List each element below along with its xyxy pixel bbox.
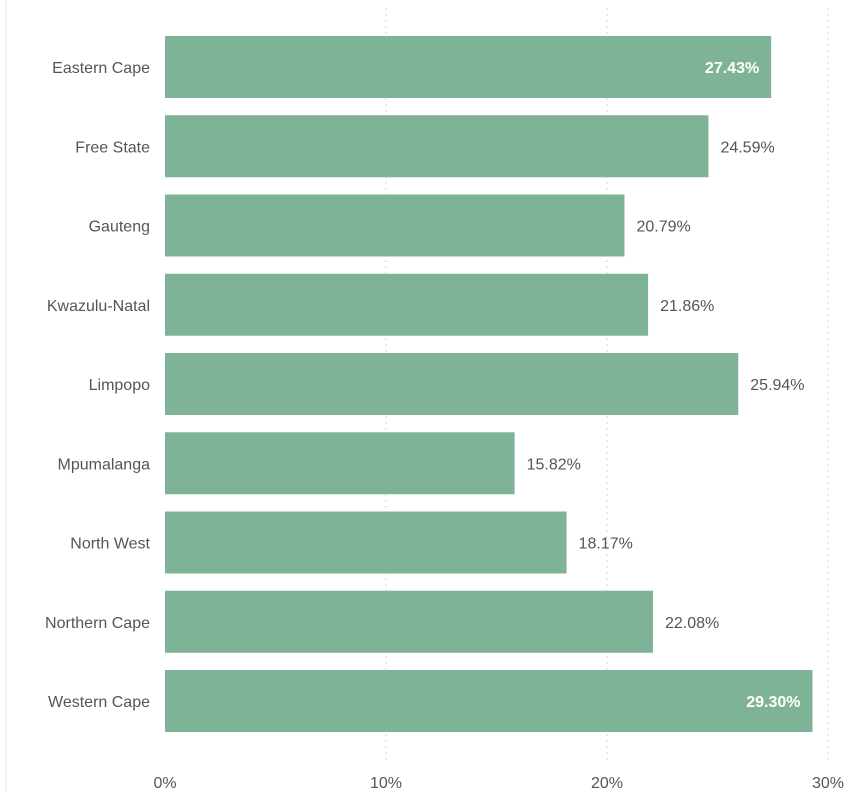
bar[interactable] <box>165 273 649 336</box>
value-labels: 27.43% 24.59% 20.79% 21.86% 25.94% 15.82% 18.1… <box>527 60 805 711</box>
value-label: 27.43% <box>705 60 759 77</box>
bar[interactable] <box>165 36 772 98</box>
bar[interactable] <box>165 432 515 495</box>
category-label: Gauteng <box>89 219 150 236</box>
bars <box>165 36 813 732</box>
bar[interactable] <box>165 115 709 178</box>
category-labels: Eastern Cape Free State Gauteng Kwazulu-Nat… <box>45 60 151 711</box>
value-label: 20.79% <box>636 219 690 236</box>
category-label: Eastern Cape <box>52 60 150 77</box>
value-label: 24.59% <box>720 139 774 156</box>
x-axis-ticks: 0% 10% 20% 30% <box>153 775 844 792</box>
value-label: 29.30% <box>746 694 800 711</box>
category-label: Northern Cape <box>45 615 150 632</box>
category-label: North West <box>70 536 150 553</box>
category-label: Mpumalanga <box>58 456 151 473</box>
category-label: Western Cape <box>48 694 150 711</box>
category-label: Kwazulu-Natal <box>47 298 150 315</box>
value-label: 25.94% <box>750 377 804 394</box>
bar[interactable] <box>165 670 813 732</box>
value-label: 18.17% <box>579 536 633 553</box>
bar[interactable] <box>165 353 739 415</box>
category-label: Limpopo <box>89 377 150 394</box>
x-tick-label: 30% <box>812 775 844 792</box>
x-tick-label: 0% <box>153 775 176 792</box>
x-tick-label: 10% <box>370 775 402 792</box>
x-tick-label: 20% <box>591 775 623 792</box>
category-label: Free State <box>75 139 150 156</box>
value-label: 22.08% <box>665 615 719 632</box>
value-label: 15.82% <box>527 456 581 473</box>
bar[interactable] <box>165 511 567 574</box>
bar[interactable] <box>165 590 653 653</box>
bar[interactable] <box>165 194 625 257</box>
value-label: 21.86% <box>660 298 714 315</box>
